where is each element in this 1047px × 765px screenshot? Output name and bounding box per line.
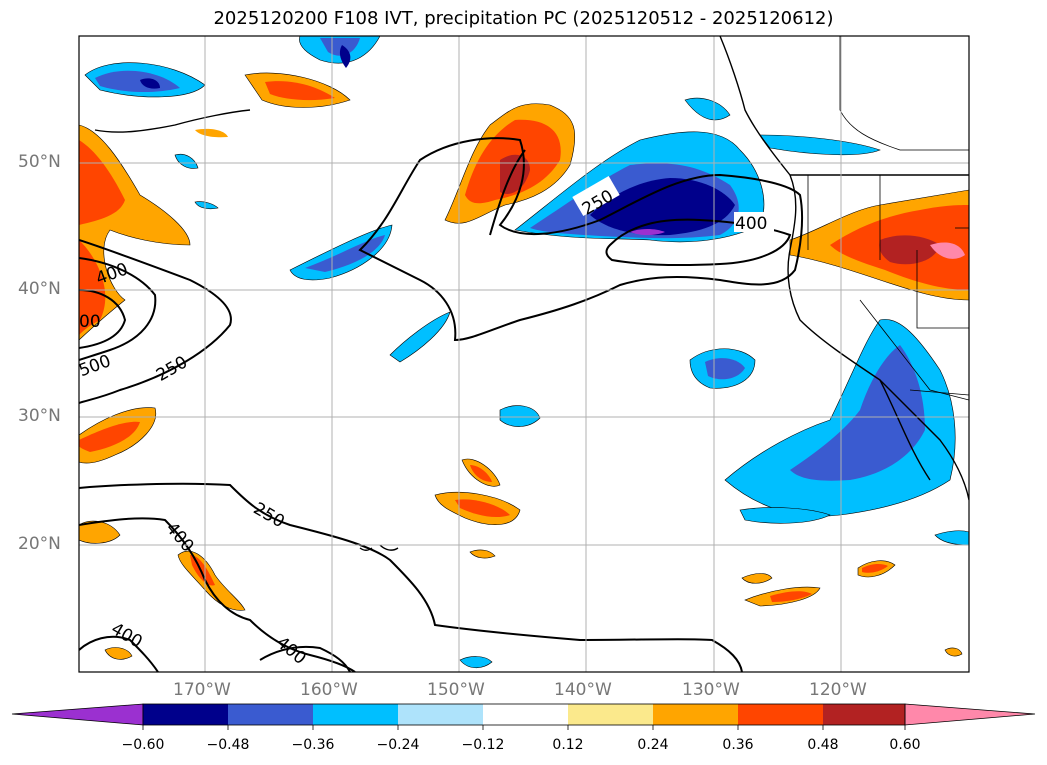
map-title: 2025120200 F108 IVT, precipitation PC (2… — [213, 8, 834, 29]
colorbar-tick-label: −0.36 — [291, 737, 335, 753]
colorbar-cell — [398, 704, 483, 725]
colorbar-tick-label: −0.24 — [376, 737, 420, 753]
lon-label-150w: 150°W — [427, 680, 485, 700]
colorbar-tick-label: −0.60 — [121, 737, 165, 753]
contour-label: 400 — [161, 519, 197, 557]
colorbar-tick-label: −0.12 — [461, 737, 505, 753]
precipitation-shading — [79, 36, 969, 669]
lon-label-160w: 160°W — [300, 680, 358, 700]
colorbar-extend-min — [11, 703, 144, 726]
contour-label: 400 — [272, 633, 310, 669]
colorbar-cell — [568, 704, 653, 725]
colorbar-tick-label: 0.60 — [889, 737, 921, 753]
contour-label: 00 — [79, 312, 101, 332]
state-borders — [807, 36, 969, 401]
map-plot-area — [79, 36, 969, 672]
colorbar-tick-label: 0.48 — [807, 737, 839, 753]
graticule — [79, 36, 969, 672]
ivt-contours — [79, 137, 804, 672]
contour-labels: 250 400 400 00 500 250 250 400 400 400 — [76, 175, 774, 669]
colorbar-cell — [313, 704, 398, 725]
map-frame — [78, 35, 970, 673]
colorbar-tick-label: 0.12 — [552, 737, 584, 753]
colorbar-cell — [483, 704, 568, 725]
colorbar-cell — [653, 704, 738, 725]
colorbar-cell — [143, 704, 228, 725]
colorbar-cell — [228, 704, 313, 725]
colorbar-extend-max — [904, 703, 1036, 726]
colorbar-tick-label: −0.48 — [206, 737, 250, 753]
colorbar-cell — [823, 704, 905, 725]
coastlines — [94, 36, 969, 551]
colorbar-cell — [738, 704, 823, 725]
contour-label: 500 — [76, 351, 113, 381]
contour-label: 250 — [250, 499, 288, 533]
colorbar — [11, 703, 1036, 730]
lat-label-50n: 50°N — [18, 152, 61, 172]
lat-label-20n: 20°N — [18, 534, 61, 554]
lat-label-30n: 30°N — [18, 406, 61, 426]
lat-label-40n: 40°N — [18, 279, 61, 299]
contour-label: 400 — [735, 214, 767, 234]
contour-label: 250 — [153, 352, 191, 386]
colorbar-tick-label: 0.24 — [637, 737, 669, 753]
lon-label-120w: 120°W — [809, 680, 867, 700]
lon-label-170w: 170°W — [173, 680, 231, 700]
lon-label-140w: 140°W — [554, 680, 612, 700]
colorbar-tick-label: 0.36 — [722, 737, 754, 753]
lon-label-130w: 130°W — [682, 680, 740, 700]
